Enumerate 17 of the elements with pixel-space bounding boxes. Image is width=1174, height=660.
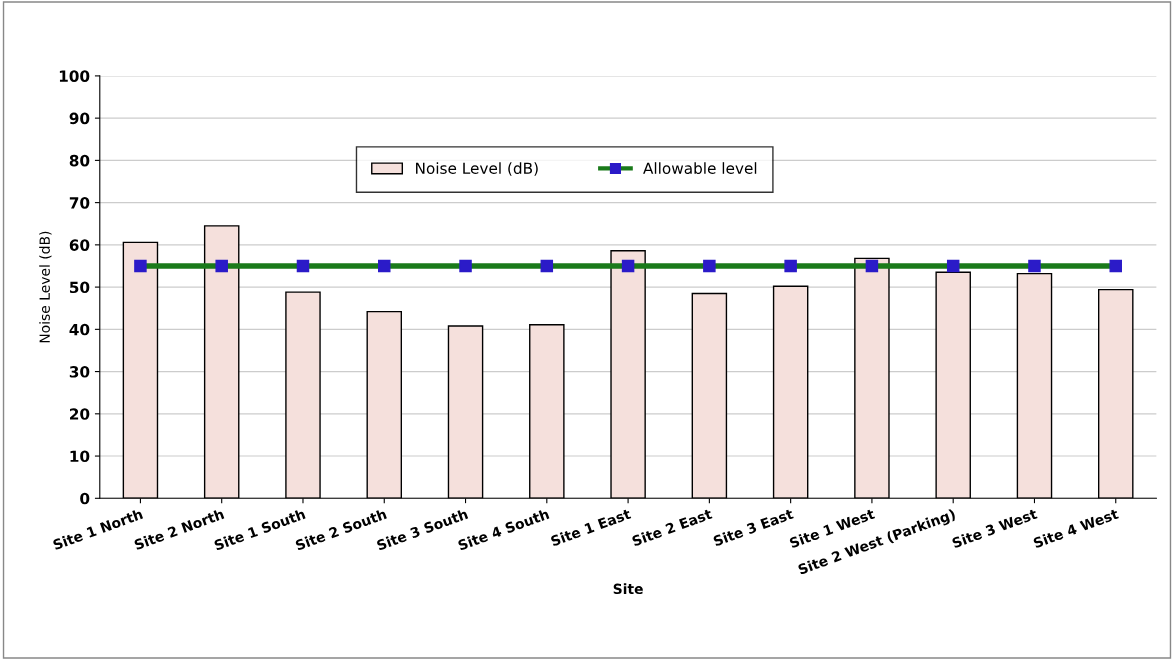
x-axis-title: Site [613, 583, 643, 595]
y-tick-label: 30 [69, 366, 90, 378]
legend-label: Noise Level (dB) [416, 162, 538, 176]
legend-label: Allowable level [643, 162, 757, 174]
x-tick-label: Site 2 East [631, 508, 713, 547]
y-axis-title: Noise Level (dB) [39, 231, 52, 343]
y-tick-label: 0 [80, 492, 90, 505]
y-tick-label: 40 [69, 323, 90, 336]
y-tick-label: 80 [69, 154, 90, 167]
y-tick-label: 50 [69, 281, 90, 294]
y-tick-label: 90 [69, 112, 90, 125]
y-tick-label: 100 [59, 70, 90, 82]
y-tick-label: 70 [69, 197, 90, 209]
y-tick-label: 60 [69, 239, 90, 251]
y-tick-label: 20 [70, 408, 90, 420]
x-tick-label: Site 1 East [550, 508, 632, 547]
y-tick-label: 10 [70, 450, 90, 463]
